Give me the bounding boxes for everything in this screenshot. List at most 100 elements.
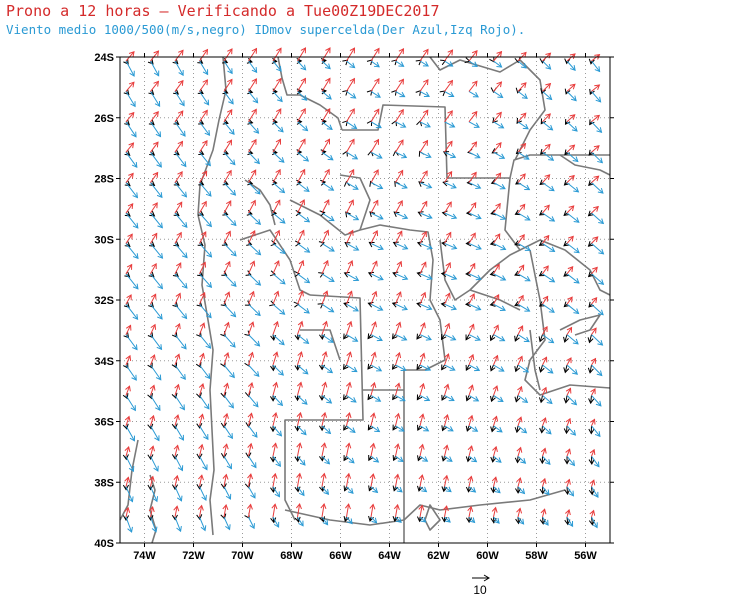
left-mover-arrow <box>247 473 254 487</box>
left-mover-arrow <box>248 47 258 62</box>
left-mover-arrow <box>394 443 401 457</box>
right-mover-arrow <box>493 90 504 99</box>
right-mover-arrow <box>468 151 481 159</box>
right-mover-arrow <box>346 303 359 312</box>
left-mover-arrow <box>199 352 205 366</box>
left-mover-arrow <box>395 260 403 275</box>
left-mover-arrow <box>517 142 527 153</box>
left-mover-arrow <box>517 355 523 366</box>
left-mover-arrow <box>542 82 552 92</box>
right-mover-arrow <box>223 516 231 531</box>
left-mover-arrow <box>248 78 257 92</box>
left-mover-arrow <box>223 108 233 123</box>
left-mover-arrow <box>492 415 499 426</box>
mean-wind-arrow <box>465 456 472 463</box>
mean-wind-arrow <box>516 117 522 124</box>
right-mover-arrow <box>223 121 235 136</box>
left-mover-arrow <box>272 260 280 275</box>
left-mover-arrow <box>540 508 547 518</box>
left-mover-arrow <box>493 172 502 183</box>
right-mover-arrow <box>444 90 455 98</box>
left-mover-arrow <box>493 111 502 123</box>
mean-wind-arrow <box>441 364 447 371</box>
left-mover-arrow <box>395 291 402 305</box>
right-mover-arrow <box>150 91 161 108</box>
right-mover-arrow <box>248 151 261 165</box>
left-mover-arrow <box>468 293 475 305</box>
right-mover-arrow <box>493 151 506 159</box>
right-mover-arrow <box>272 486 281 498</box>
right-mover-arrow <box>419 394 431 402</box>
border-line <box>429 56 546 161</box>
left-mover-arrow <box>591 327 597 335</box>
right-mover-arrow <box>542 60 552 70</box>
left-mover-arrow <box>419 413 425 426</box>
left-mover-arrow <box>297 47 307 62</box>
right-mover-arrow <box>125 364 137 381</box>
left-mover-arrow <box>297 107 306 123</box>
right-mover-arrow <box>493 425 503 433</box>
left-mover-arrow <box>125 385 131 396</box>
left-mover-arrow <box>272 320 279 335</box>
right-mover-arrow <box>395 486 403 493</box>
left-mover-arrow <box>124 415 131 426</box>
right-mover-arrow <box>566 516 574 528</box>
left-mover-arrow <box>566 205 575 214</box>
left-mover-arrow <box>297 259 305 275</box>
mean-wind-arrow <box>465 334 471 341</box>
left-mover-arrow <box>174 231 182 244</box>
right-mover-arrow <box>125 425 135 442</box>
mean-wind-arrow <box>563 271 570 277</box>
mean-wind-arrow <box>342 394 349 401</box>
right-mover-arrow <box>272 212 286 224</box>
right-mover-arrow <box>370 455 380 463</box>
right-mover-arrow <box>517 212 531 221</box>
left-mover-arrow <box>493 50 503 62</box>
left-mover-arrow <box>223 321 230 335</box>
left-mover-arrow <box>393 503 400 518</box>
right-mover-arrow <box>174 395 185 411</box>
left-mover-arrow <box>248 260 256 275</box>
mean-wind-arrow <box>514 425 521 434</box>
right-mover-arrow <box>493 273 507 281</box>
right-mover-arrow <box>297 212 311 223</box>
left-mover-arrow <box>467 475 474 487</box>
left-mover-arrow <box>517 173 526 183</box>
right-mover-arrow <box>444 273 458 280</box>
left-mover-arrow <box>565 478 571 487</box>
mean-wind-arrow <box>294 334 301 341</box>
right-mover-arrow <box>566 273 580 284</box>
right-mover-arrow <box>517 364 530 373</box>
right-mover-arrow <box>272 334 285 346</box>
left-mover-arrow <box>395 230 403 244</box>
left-mover-arrow <box>174 171 183 183</box>
right-mover-arrow <box>468 182 482 189</box>
right-mover-arrow <box>297 516 304 527</box>
right-mover-arrow <box>444 151 457 159</box>
right-mover-arrow <box>223 364 235 379</box>
right-mover-arrow <box>150 425 160 442</box>
left-mover-arrow <box>223 412 229 426</box>
left-mover-arrow <box>223 139 233 153</box>
right-mover-arrow <box>493 60 503 68</box>
left-mover-arrow <box>174 140 184 153</box>
left-mover-arrow <box>419 261 427 275</box>
right-mover-arrow <box>150 334 163 351</box>
right-mover-arrow <box>517 121 529 130</box>
right-mover-arrow <box>542 486 550 496</box>
right-mover-arrow <box>174 212 188 229</box>
mean-wind-arrow <box>539 486 546 495</box>
left-mover-arrow <box>394 382 401 396</box>
left-mover-arrow <box>493 354 499 366</box>
right-mover-arrow <box>542 151 555 161</box>
left-mover-arrow <box>125 202 134 214</box>
left-mover-arrow <box>248 169 257 183</box>
lon-label: 64W <box>378 550 401 562</box>
mean-wind-arrow <box>538 364 545 373</box>
left-mover-arrow <box>247 412 254 426</box>
right-mover-arrow <box>248 516 255 530</box>
border-line <box>277 56 343 131</box>
lon-label: 72W <box>182 550 205 562</box>
left-mover-arrow <box>174 79 184 92</box>
right-mover-arrow <box>566 303 580 315</box>
